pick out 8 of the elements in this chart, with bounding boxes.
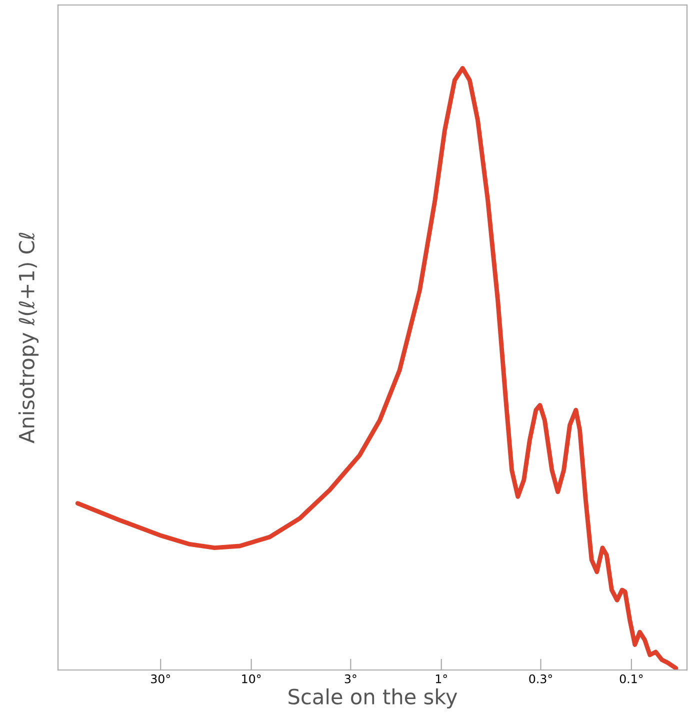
x-tick-label: 30° [151,674,170,684]
x-tick-label: 1° [436,674,447,684]
x-tick-label: 0.3° [529,674,552,684]
x-tick-label: 3° [344,674,356,684]
x-tick-label: 0.1° [620,674,643,684]
x-axis-title: Scale on the sky [288,688,458,709]
y-axis-title: Anisotropy ℓ(ℓ+1) Cℓ [18,232,39,444]
x-tick-label: 10° [242,674,261,684]
